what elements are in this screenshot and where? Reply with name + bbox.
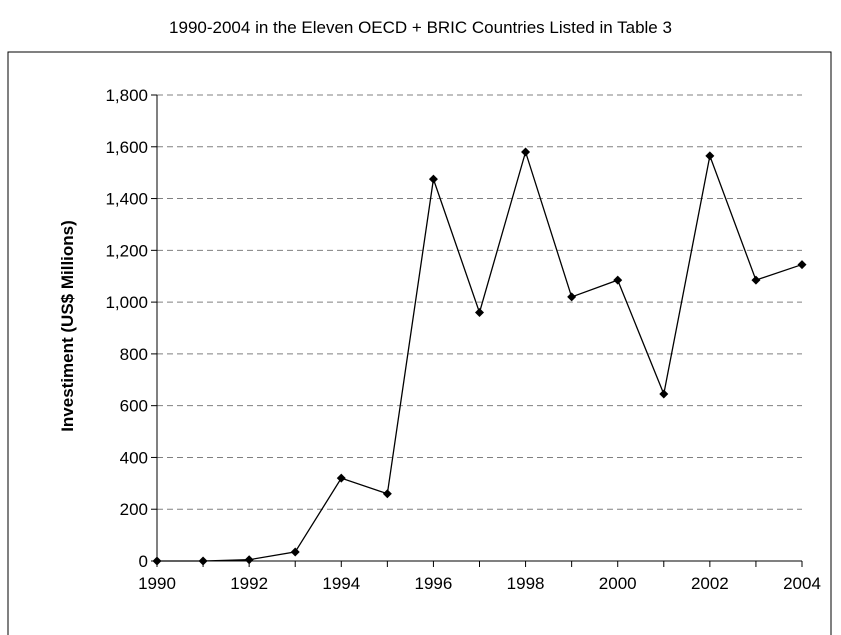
chart-title: 1990-2004 in the Eleven OECD + BRIC Coun… xyxy=(169,18,672,37)
data-point-marker xyxy=(705,151,715,161)
data-point-marker xyxy=(659,389,669,399)
x-tick-label: 1992 xyxy=(230,574,268,593)
tick-labels: 0 200 400 600 800 1,000 1,200 1,400 1,600 1,800 19… xyxy=(105,86,820,593)
y-tick-label: 600 xyxy=(120,397,148,416)
y-axis-title: Investiment (US$ Millions) xyxy=(58,220,77,432)
data-point-marker xyxy=(290,547,300,557)
data-point-marker xyxy=(751,275,761,285)
x-tick-label: 2002 xyxy=(691,574,729,593)
y-tick-label: 1,000 xyxy=(105,293,148,312)
x-tick-label: 2004 xyxy=(783,574,821,593)
data-point-marker xyxy=(613,275,623,285)
y-tick-label: 1,800 xyxy=(105,86,148,105)
chart-area-border xyxy=(7,51,832,635)
y-tick-label: 1,200 xyxy=(105,241,148,260)
grid-lines xyxy=(157,94,802,510)
y-tick-label: 200 xyxy=(120,500,148,519)
data-point-marker xyxy=(475,307,484,317)
series-layer xyxy=(152,147,807,566)
data-point-marker xyxy=(428,174,438,184)
y-tick-label: 1,400 xyxy=(105,190,148,209)
data-point-marker xyxy=(244,555,254,565)
data-point-marker xyxy=(521,147,531,157)
data-point-marker xyxy=(382,489,392,499)
data-point-marker xyxy=(152,556,162,566)
data-point-marker xyxy=(567,292,577,302)
data-point-marker xyxy=(198,556,208,566)
y-tick-label: 800 xyxy=(120,345,148,364)
y-tick-label: 400 xyxy=(120,448,148,467)
data-point-marker xyxy=(797,260,807,270)
data-point-marker xyxy=(336,473,346,483)
y-tick-label: 0 xyxy=(139,552,148,571)
x-tick-label: 2000 xyxy=(599,574,637,593)
x-tick-label: 1996 xyxy=(415,574,453,593)
x-tick-label: 1990 xyxy=(138,574,176,593)
x-tick-label: 1994 xyxy=(322,574,360,593)
y-tick-label: 1,600 xyxy=(105,138,148,157)
x-tick-label: 1998 xyxy=(507,574,545,593)
